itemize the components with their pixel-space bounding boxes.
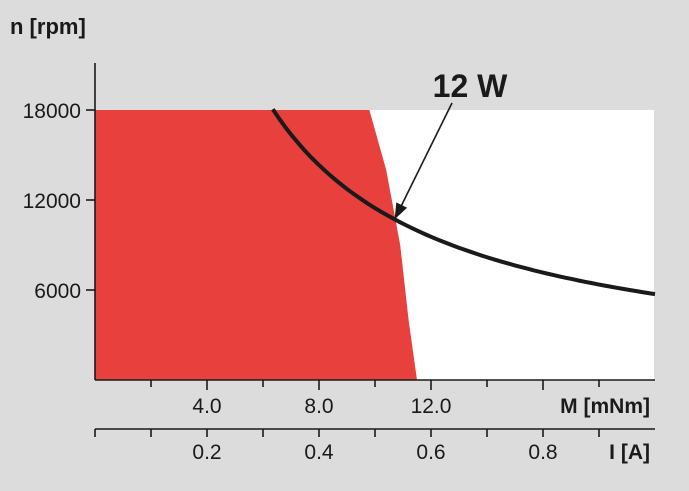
power-curve-12w <box>271 108 656 297</box>
torque-tick-label: 12.0 <box>411 395 452 418</box>
operating-range-area <box>95 110 417 380</box>
y-axis-label: n [rpm] <box>10 14 86 39</box>
annotation-label: 12 W <box>433 68 508 104</box>
annotation-arrowhead <box>394 202 408 220</box>
annotation-arrow-shaft <box>393 102 453 220</box>
y-tick-label: 18000 <box>23 100 81 123</box>
current-tick-label: 0.4 <box>304 441 334 464</box>
current-axis-label: I [A] <box>609 441 650 464</box>
current-tick-label: 0.8 <box>528 441 557 464</box>
current-tick-label: 0.6 <box>416 441 445 464</box>
torque-tick-label: 4.0 <box>192 395 221 418</box>
current-tick-label: 0.2 <box>192 441 221 464</box>
y-tick-label: 12000 <box>23 190 81 213</box>
torque-axis-label: M [mNm] <box>560 395 650 418</box>
torque-tick-label: 8.0 <box>304 395 333 418</box>
axis-ticks: 6000 12000 18000 4.0 8.0 12.0 0.2 0.4 0.6 0.8 <box>23 100 600 464</box>
y-tick-label: 6000 <box>34 280 81 303</box>
